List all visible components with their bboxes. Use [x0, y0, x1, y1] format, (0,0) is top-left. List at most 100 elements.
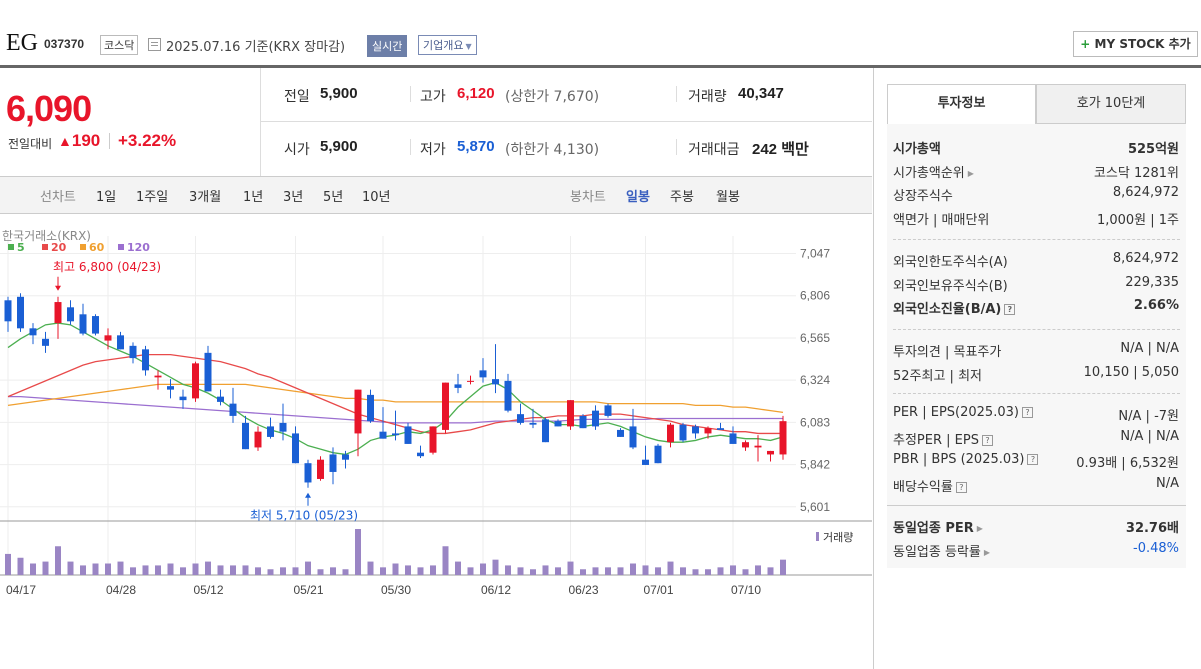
- low-label: 저가: [420, 142, 446, 158]
- candle-monthly[interactable]: 월봉: [716, 190, 740, 205]
- prev-value: 5,900: [320, 85, 358, 102]
- volume-bar: [505, 565, 511, 575]
- info-label-text: 추정PER | EPS: [893, 432, 979, 448]
- my-stock-add-button[interactable]: + MY STOCK 추가: [1073, 31, 1198, 57]
- header-divider: [0, 65, 1201, 68]
- volume-bar: [255, 567, 261, 575]
- info-label[interactable]: 동일업종 등락률 ▶: [893, 541, 990, 560]
- change-label: 전일대비: [8, 137, 53, 151]
- help-icon[interactable]: ?: [1021, 407, 1033, 418]
- candle-body: [717, 428, 724, 430]
- low-value: 5,870: [457, 138, 495, 155]
- volume-bar: [655, 567, 661, 575]
- info-value: 2.66%: [1133, 298, 1179, 313]
- candle-body: [429, 426, 437, 453]
- volume-bar: [105, 563, 111, 575]
- info-label[interactable]: 동일업종 PER ▶: [893, 517, 983, 536]
- candle-body: [567, 400, 574, 427]
- lower-limit: (하한가 4,130): [505, 142, 600, 158]
- volume-bar: [42, 561, 49, 575]
- info-label-text: 외국인한도주식수(A): [893, 255, 1008, 270]
- help-icon[interactable]: ?: [1004, 304, 1016, 315]
- candle-body: [754, 445, 762, 448]
- volume-bar: [130, 567, 136, 575]
- volume-bar: [392, 563, 399, 575]
- volume-bar: [467, 567, 474, 575]
- plus-icon: +: [1080, 37, 1091, 51]
- info-label-text: 배당수익률: [893, 479, 953, 495]
- candle-body: [692, 426, 699, 434]
- volume-bar: [80, 565, 86, 575]
- info-label: 액면가 | 매매단위: [893, 209, 989, 228]
- info-label-text: 시가총액순위: [893, 165, 965, 181]
- candle-body: [4, 300, 12, 322]
- info-value: 32.76배: [1125, 521, 1179, 536]
- price-chart[interactable]: 7,047 6,806 6,565 6,324 6,083 5,842 5,601 최고 6,…: [0, 216, 872, 616]
- help-icon[interactable]: ?: [1027, 454, 1039, 465]
- quote-row-divider: [260, 121, 872, 122]
- info-value: 0.93배 | 6,532원: [1076, 456, 1179, 471]
- legend-ma20-label: 20: [51, 241, 67, 254]
- info-label-text: 시가총액: [893, 142, 941, 157]
- volume-bar: [30, 563, 36, 575]
- volume-bar: [67, 561, 74, 575]
- quote-sep: [676, 139, 677, 155]
- period-1y[interactable]: 1년: [243, 190, 264, 205]
- chevron-right-icon: ▶: [976, 524, 983, 533]
- volume-bar: [680, 567, 686, 575]
- candle-body: [204, 352, 212, 392]
- period-3m[interactable]: 3개월: [189, 190, 222, 205]
- help-icon[interactable]: ?: [981, 434, 993, 446]
- period-10y[interactable]: 10년: [362, 190, 391, 205]
- info-label-text: 투자의견 | 목표주가: [893, 345, 1002, 360]
- high-value: 6,120: [457, 85, 495, 102]
- period-5y[interactable]: 5년: [323, 190, 344, 205]
- volume-bar: [517, 567, 524, 575]
- volume-bar: [530, 569, 536, 575]
- chart-source: 한국거래소(KRX): [2, 229, 91, 243]
- volume-bar: [155, 565, 161, 575]
- x-tick-label: 07/01: [644, 583, 674, 597]
- stock-code: 037370: [44, 37, 85, 51]
- period-3y[interactable]: 3년: [283, 190, 304, 205]
- realtime-button[interactable]: 실시간: [367, 35, 408, 57]
- info-label: 배당수익률?: [893, 476, 967, 495]
- period-bar: [0, 176, 872, 214]
- company-overview-dropdown[interactable]: 기업개요 ▼: [418, 35, 477, 55]
- volume-bar: [180, 567, 186, 575]
- info-label-text: PER | EPS(2025.03): [893, 405, 1019, 420]
- y-tick-label: 5,601: [800, 500, 830, 514]
- candle-weekly[interactable]: 주봉: [670, 190, 694, 205]
- up-triangle-icon: ▲: [58, 133, 72, 149]
- info-value: -0.48%: [1133, 540, 1179, 556]
- market-badge: 코스닥: [100, 35, 139, 55]
- candle-body: [367, 394, 374, 422]
- candle-body: [492, 379, 499, 385]
- change-separator: [109, 133, 110, 149]
- help-icon[interactable]: ?: [955, 481, 967, 493]
- volume-bar: [205, 561, 211, 575]
- info-divider: [893, 329, 1180, 330]
- info-value: 229,335: [1125, 274, 1179, 290]
- candle-body: [167, 386, 174, 390]
- info-value: 525억원: [1127, 142, 1179, 157]
- candle-daily[interactable]: 일봉: [626, 190, 650, 205]
- info-value: 8,624,972: [1112, 251, 1179, 266]
- volume-bar: [167, 563, 174, 575]
- amount-value: 242 백만: [752, 141, 809, 158]
- y-tick-label: 6,806: [800, 289, 830, 303]
- period-1w[interactable]: 1주일: [136, 190, 169, 205]
- info-label[interactable]: 시가총액순위 ▶: [893, 162, 974, 181]
- tab-order-book[interactable]: 호가 10단계: [1036, 84, 1186, 124]
- tab-invest-info[interactable]: 투자정보: [887, 84, 1036, 124]
- volume-bar: [667, 561, 674, 575]
- y-tick-label: 7,047: [800, 247, 830, 261]
- info-divider: [893, 393, 1180, 394]
- info-value: N/A: [1156, 475, 1179, 491]
- candle-body: [329, 454, 337, 472]
- volume-bar: [280, 567, 286, 575]
- legend-ma60-label: 60: [89, 241, 105, 254]
- volume-bar: [230, 565, 236, 575]
- calendar-icon: [148, 38, 161, 51]
- period-1d[interactable]: 1일: [96, 190, 117, 205]
